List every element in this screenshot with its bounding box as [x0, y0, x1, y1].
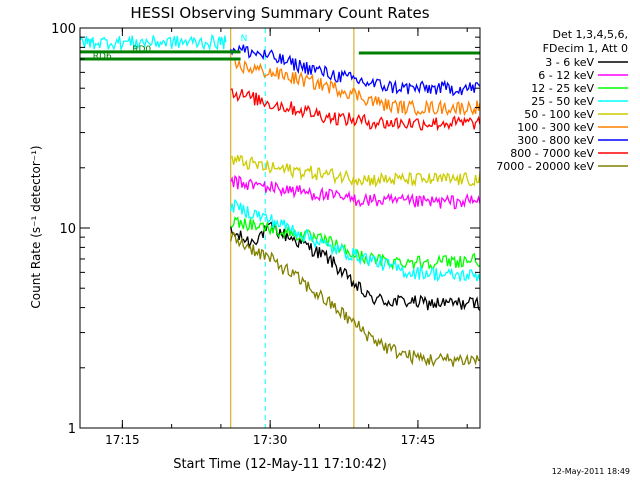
legend-label-2: 12 - 25 keV	[531, 82, 594, 95]
footer-date: 12-May-2011 18:49	[552, 467, 630, 476]
marker-n: N	[241, 34, 248, 44]
series-2-segment-0	[230, 216, 480, 271]
series-2	[230, 216, 640, 271]
legend-label-6: 300 - 800 keV	[517, 134, 594, 147]
legend-header-line-1: Det 1,3,4,5,6,	[552, 28, 628, 41]
series-5-segment-0	[230, 57, 480, 117]
legend-label-5: 100 - 300 keV	[517, 121, 594, 134]
series-3	[80, 33, 640, 282]
series-1-segment-0	[230, 174, 480, 210]
legend-label-1: 6 - 12 keV	[538, 69, 594, 82]
axes: 17:15 17:30 17:45 1 10 100	[51, 22, 481, 447]
series-3-segment-0	[80, 33, 227, 52]
y-tick-label-1: 10	[59, 222, 76, 237]
series-7-segment-0	[230, 88, 480, 132]
x-axis-label: Start Time (12-May-11 17:10:42)	[173, 457, 387, 472]
y-axis-label: Count Rate (s⁻¹ detector⁻¹)	[29, 145, 43, 308]
series-5	[230, 57, 480, 117]
series-8-segment-1	[585, 297, 640, 311]
series-0-segment-0	[230, 221, 480, 312]
series-2-segment-1	[585, 231, 640, 245]
series-3-segment-2	[585, 259, 640, 273]
series-0-segment-1	[585, 276, 640, 302]
y-tick-label-2: 100	[51, 22, 76, 37]
series-3-segment-1	[230, 198, 480, 282]
legend-label-3: 25 - 50 keV	[531, 95, 594, 108]
plot-area	[80, 28, 640, 428]
series-6-segment-0	[230, 44, 480, 97]
chart-title: HESSI Observing Summary Count Rates	[130, 4, 429, 22]
legend-label-0: 3 - 6 keV	[545, 56, 594, 69]
legend-label-8: 7000 - 20000 keV	[496, 160, 594, 173]
series-8-segment-0	[230, 231, 480, 368]
series-0	[230, 221, 640, 312]
legend-label-7: 800 - 7000 keV	[510, 147, 594, 160]
marker-rd0: RD0	[132, 45, 151, 55]
legend-header-line-2: FDecim 1, Att 0	[543, 42, 628, 55]
y-tick-label-0: 1	[68, 422, 76, 437]
marker-rd6: RD6	[93, 52, 112, 62]
series-8	[230, 231, 640, 368]
legend: Det 1,3,4,5,6, FDecim 1, Att 0 3 - 6 keV…	[496, 28, 628, 173]
series-4-segment-0	[230, 155, 480, 188]
series-1	[230, 174, 640, 210]
legend-label-4: 50 - 100 keV	[524, 108, 594, 121]
series-1-segment-1	[585, 183, 640, 197]
series-4	[230, 155, 480, 188]
x-tick-label-1: 17:30	[253, 433, 288, 447]
series-7	[230, 88, 480, 132]
x-tick-label-0: 17:15	[105, 433, 140, 447]
x-tick-label-2: 17:45	[401, 433, 436, 447]
series-6	[230, 44, 480, 97]
